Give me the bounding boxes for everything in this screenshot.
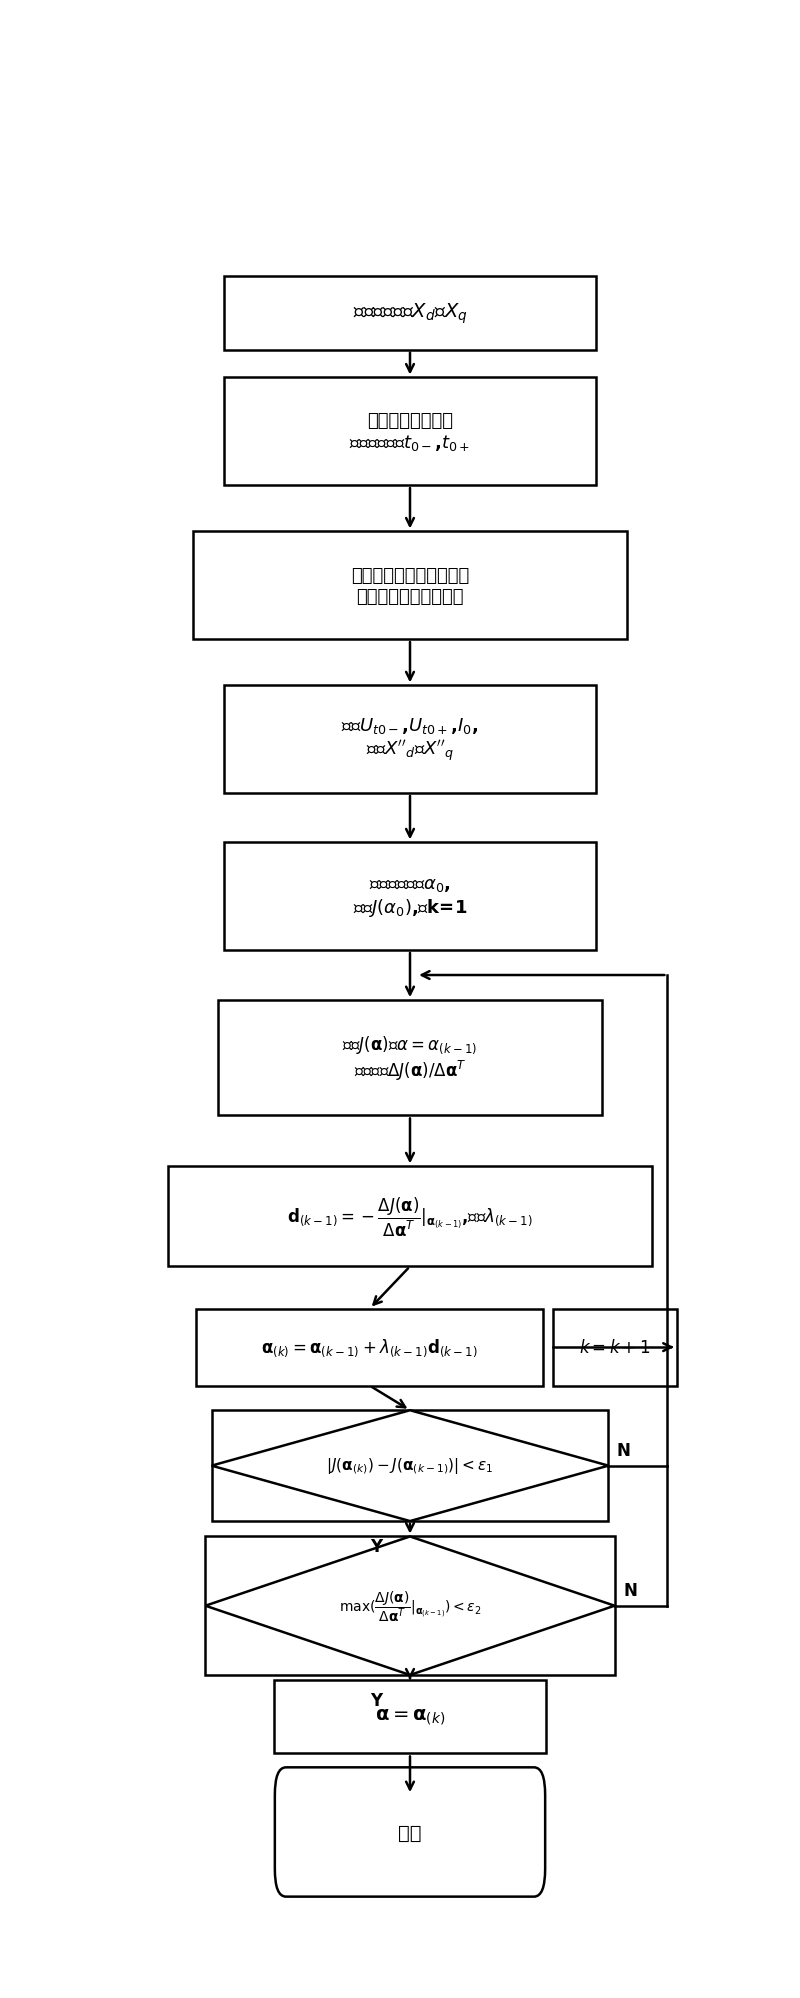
Text: Y: Y [370, 1536, 382, 1554]
Polygon shape [206, 1536, 614, 1674]
Text: 给定参数初值$\alpha_0$,
计算$J(\alpha_0)$,令k=1: 给定参数初值$\alpha_0$, 计算$J(\alpha_0)$,令k=1 [353, 875, 467, 919]
Text: 结束: 结束 [398, 1822, 422, 1842]
Polygon shape [211, 1411, 609, 1520]
FancyBboxPatch shape [224, 276, 596, 350]
Text: Y: Y [370, 1690, 382, 1708]
Text: 计算抛载前后机端电压有
效值并折算至额定转速: 计算抛载前后机端电压有 效值并折算至额定转速 [351, 567, 469, 605]
FancyBboxPatch shape [275, 1768, 545, 1896]
FancyBboxPatch shape [193, 531, 627, 639]
Text: N: N [623, 1582, 637, 1600]
FancyBboxPatch shape [218, 1001, 602, 1117]
Text: $\mathbf{\alpha}_{(k)}=\mathbf{\alpha}_{(k-1)}+\lambda_{(k-1)}\mathbf{d}_{(k-1)}: $\mathbf{\alpha}_{(k)}=\mathbf{\alpha}_{… [262, 1337, 478, 1359]
Text: $k=k+1$: $k=k+1$ [579, 1339, 650, 1357]
Text: $\mathbf{\alpha}=\mathbf{\alpha}_{(k)}$: $\mathbf{\alpha}=\mathbf{\alpha}_{(k)}$ [375, 1706, 445, 1726]
FancyBboxPatch shape [211, 1411, 609, 1520]
Text: N: N [617, 1441, 631, 1459]
FancyBboxPatch shape [196, 1309, 543, 1387]
Text: $|J(\mathbf{\alpha}_{(k)})-J(\mathbf{\alpha}_{(k-1)})|<\varepsilon_1$: $|J(\mathbf{\alpha}_{(k)})-J(\mathbf{\al… [326, 1457, 494, 1477]
FancyBboxPatch shape [224, 378, 596, 486]
FancyBboxPatch shape [553, 1309, 677, 1387]
Text: 计算$J(\mathbf{\alpha})$在$\alpha=\alpha_{(k-1)}$
处的差分$\Delta J(\mathbf{\alpha})/\D: 计算$J(\mathbf{\alpha})$在$\alpha=\alpha_{(… [342, 1033, 478, 1083]
Text: 根据$U_{t0-}$,$U_{t0+}$,$I_0$,
计算$X''_d$或$X''_q$: 根据$U_{t0-}$,$U_{t0+}$,$I_0$, 计算$X''_d$或$… [342, 715, 478, 763]
FancyBboxPatch shape [206, 1536, 614, 1674]
FancyBboxPatch shape [224, 685, 596, 793]
Text: 常规试验确定$X_d$和$X_q$: 常规试验确定$X_d$和$X_q$ [353, 302, 467, 326]
FancyBboxPatch shape [224, 843, 596, 951]
Text: 根据抛载试验瞬时
电压波形确定$t_{0-}$,$t_{0+}$: 根据抛载试验瞬时 电压波形确定$t_{0-}$,$t_{0+}$ [350, 412, 470, 454]
Text: $\max(\dfrac{\Delta J(\mathbf{\alpha})}{\Delta\mathbf{\alpha}^T}|_{\mathbf{\alph: $\max(\dfrac{\Delta J(\mathbf{\alpha})}{… [338, 1588, 482, 1622]
FancyBboxPatch shape [274, 1680, 546, 1754]
FancyBboxPatch shape [168, 1167, 652, 1267]
Text: $\mathbf{d}_{(k-1)}=-\dfrac{\Delta J(\mathbf{\alpha})}{\Delta\mathbf{\alpha}^T}|: $\mathbf{d}_{(k-1)}=-\dfrac{\Delta J(\ma… [287, 1195, 533, 1239]
